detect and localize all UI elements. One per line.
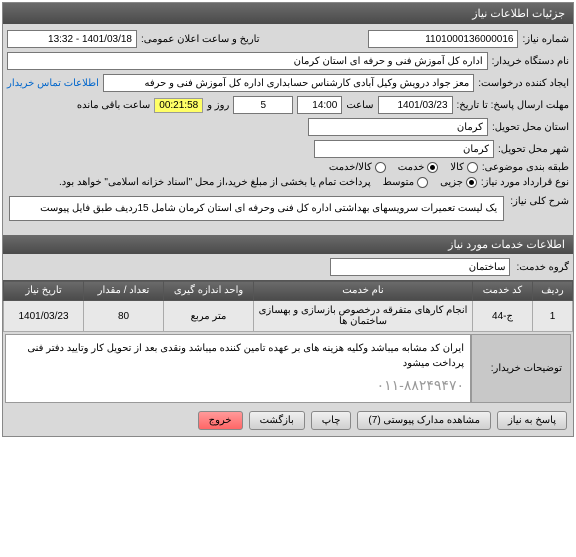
- radio-medium-icon: [417, 177, 428, 188]
- th-index: ردیف: [533, 281, 573, 301]
- province-label: استان محل تحویل:: [492, 122, 569, 133]
- form-area: شماره نیاز: 1101000136000016 تاریخ و ساع…: [3, 24, 573, 235]
- services-area: گروه خدمت: ساختمان ردیف کد خدمت نام خدمت…: [3, 254, 573, 436]
- contract-note: پرداخت تمام یا بخشی از مبلغ خرید،از محل …: [59, 177, 371, 188]
- days-label: روز و: [207, 100, 229, 111]
- notes-text: ایران کد مشابه میباشد وکلیه هزینه های بر…: [12, 341, 464, 371]
- group-field: ساختمان: [330, 258, 510, 276]
- radio-service[interactable]: خدمت: [398, 162, 439, 173]
- cell-unit: متر مربع: [164, 301, 254, 332]
- radio-service-label: خدمت: [398, 162, 425, 173]
- announce-field: 1401/03/18 - 13:32: [7, 30, 137, 48]
- row-description: شرح کلی نیاز: یک لیست تعمیرات سرویسهای ب…: [7, 192, 569, 225]
- radio-medium-label: متوسط: [383, 177, 414, 188]
- announce-label: تاریخ و ساعت اعلان عمومی:: [141, 34, 260, 45]
- th-name: نام خدمت: [254, 281, 473, 301]
- th-date: تاریخ نیاز: [4, 281, 84, 301]
- remaining-label: ساعت باقی مانده: [77, 100, 150, 111]
- reply-button[interactable]: پاسخ به نیاز: [497, 411, 567, 430]
- table-row: 1 ج-44 انجام کارهای متفرقه درخصوص بازساز…: [4, 301, 573, 332]
- remaining-time: 00:21:58: [154, 98, 203, 113]
- category-radio-group: کالا خدمت کالا/خدمت: [329, 162, 478, 173]
- row-deadline: مهلت ارسال پاسخ: تا تاریخ: 1401/03/23 سا…: [7, 96, 569, 114]
- radio-goods-icon: [467, 162, 478, 173]
- buyer-label: نام دستگاه خریدار:: [492, 56, 569, 67]
- radio-both[interactable]: کالا/خدمت: [329, 162, 386, 173]
- attachments-button[interactable]: مشاهده مدارک پیوستی (7): [357, 411, 491, 430]
- req-number-field: 1101000136000016: [368, 30, 518, 48]
- radio-partial-icon: [466, 177, 477, 188]
- description-box: یک لیست تعمیرات سرویسهای بهداشتی اداره ک…: [9, 196, 504, 221]
- cell-date: 1401/03/23: [4, 301, 84, 332]
- table-header-row: ردیف کد خدمت نام خدمت واحد اندازه گیری ت…: [4, 281, 573, 301]
- exit-button[interactable]: خروج: [198, 411, 243, 430]
- th-code: کد خدمت: [473, 281, 533, 301]
- notes-content: ایران کد مشابه میباشد وکلیه هزینه های بر…: [5, 334, 471, 403]
- row-category: طبقه بندی موضوعی: کالا خدمت کالا/خدمت: [7, 162, 569, 173]
- row-city: شهر محل تحویل: کرمان: [7, 140, 569, 158]
- description-label: شرح کلی نیاز:: [510, 192, 569, 207]
- row-req-number: شماره نیاز: 1101000136000016 تاریخ و ساع…: [7, 30, 569, 48]
- deadline-time-field: 14:00: [297, 96, 342, 114]
- radio-both-icon: [375, 162, 386, 173]
- creator-label: ایجاد کننده درخواست:: [478, 78, 569, 89]
- req-number-label: شماره نیاز:: [522, 34, 569, 45]
- cell-index: 1: [533, 301, 573, 332]
- days-count-field: 5: [233, 96, 293, 114]
- th-unit: واحد اندازه گیری: [164, 281, 254, 301]
- radio-partial-label: جزیی: [440, 177, 463, 188]
- phone-watermark: ۰۱۱-۸۸۲۴۹۴۷۰: [12, 375, 464, 396]
- province-field: کرمان: [308, 118, 488, 136]
- contract-label: نوع قرارداد مورد نیاز:: [481, 177, 569, 188]
- city-field: کرمان: [314, 140, 494, 158]
- panel-title: جزئیات اطلاعات نیاز: [3, 3, 573, 24]
- row-buyer: نام دستگاه خریدار: اداره کل آموزش فنی و …: [7, 52, 569, 70]
- radio-medium[interactable]: متوسط: [383, 177, 428, 188]
- deadline-date-field: 1401/03/23: [378, 96, 453, 114]
- radio-partial[interactable]: جزیی: [440, 177, 477, 188]
- row-creator: ایجاد کننده درخواست: معز جواد درویش وکیل…: [7, 74, 569, 92]
- radio-goods[interactable]: کالا: [450, 162, 478, 173]
- contract-radio-group: جزیی متوسط: [383, 177, 477, 188]
- row-province: استان محل تحویل: کرمان: [7, 118, 569, 136]
- creator-field: معز جواد درویش وکیل آبادی کارشناس حسابدا…: [103, 74, 474, 92]
- notes-label: توضیحات خریدار:: [471, 334, 571, 403]
- cell-name: انجام کارهای متفرقه درخصوص بازسازی و بهس…: [254, 301, 473, 332]
- th-qty: تعداد / مقدار: [84, 281, 164, 301]
- deadline-label: مهلت ارسال پاسخ: تا تاریخ:: [457, 100, 569, 111]
- cell-code: ج-44: [473, 301, 533, 332]
- main-panel: جزئیات اطلاعات نیاز شماره نیاز: 11010001…: [2, 2, 574, 437]
- group-label: گروه خدمت:: [516, 262, 569, 273]
- radio-goods-label: کالا: [450, 162, 464, 173]
- cell-qty: 80: [84, 301, 164, 332]
- time-label: ساعت: [346, 100, 373, 111]
- print-button[interactable]: چاپ: [311, 411, 352, 430]
- row-service-group: گروه خدمت: ساختمان: [3, 254, 573, 280]
- buyer-field: اداره کل آموزش فنی و حرفه ای استان کرمان: [7, 52, 488, 70]
- services-table: ردیف کد خدمت نام خدمت واحد اندازه گیری ت…: [3, 280, 573, 332]
- services-header: اطلاعات خدمات مورد نیاز: [3, 235, 573, 254]
- notes-section: توضیحات خریدار: ایران کد مشابه میباشد وک…: [5, 334, 571, 403]
- button-bar: پاسخ به نیاز مشاهده مدارک پیوستی (7) چاپ…: [3, 405, 573, 436]
- row-contract: نوع قرارداد مورد نیاز: جزیی متوسط پرداخت…: [7, 177, 569, 188]
- city-label: شهر محل تحویل:: [498, 144, 569, 155]
- radio-service-icon: [427, 162, 438, 173]
- category-label: طبقه بندی موضوعی:: [482, 162, 569, 173]
- contact-link[interactable]: اطلاعات تماس خریدار: [7, 78, 99, 89]
- radio-both-label: کالا/خدمت: [329, 162, 372, 173]
- back-button[interactable]: بازگشت: [249, 411, 305, 430]
